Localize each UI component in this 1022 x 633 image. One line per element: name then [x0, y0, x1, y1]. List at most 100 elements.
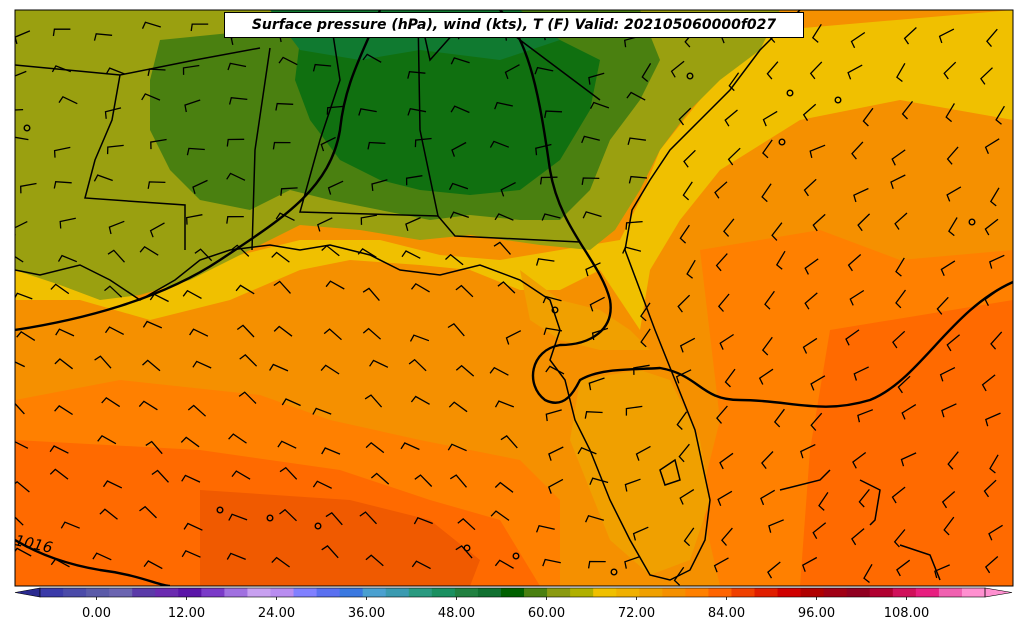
wind-barb	[401, 250, 421, 259]
wind-barb	[182, 289, 202, 299]
wind-barb	[760, 489, 776, 506]
wind-barb	[544, 110, 563, 119]
wind-barb	[986, 28, 998, 48]
wind-barb	[104, 285, 123, 298]
wind-barb	[545, 409, 562, 422]
calm-wind-circle	[778, 138, 786, 146]
wind-barb	[622, 246, 642, 254]
wind-barb	[281, 398, 301, 407]
map-title-box: Surface pressure (hPa), wind (kts), T (F…	[224, 12, 804, 38]
wind-barb	[542, 295, 562, 304]
wind-barb	[271, 556, 290, 568]
wind-barb	[142, 359, 161, 372]
wind-barb	[939, 367, 956, 382]
wind-barb	[989, 454, 999, 474]
wind-barb	[896, 559, 911, 577]
wind-barb	[625, 405, 643, 416]
wind-barb	[857, 213, 871, 232]
colorbar-tick-label: 96.00	[797, 606, 836, 621]
wind-barb	[362, 53, 382, 63]
wind-barb	[489, 366, 509, 376]
wind-barb	[683, 527, 695, 547]
coastline	[15, 10, 801, 581]
colorbar-segment	[155, 588, 179, 597]
wind-barb	[810, 375, 826, 391]
wind-barb	[147, 181, 166, 189]
wind-barb	[545, 365, 565, 375]
wind-barb	[500, 182, 516, 197]
colorbar-tick-label: 60.00	[527, 606, 566, 621]
wind-barb	[102, 480, 123, 489]
wind-barb	[108, 220, 125, 235]
wind-barb	[900, 452, 917, 467]
wind-barb	[589, 101, 610, 110]
wind-barb	[405, 175, 423, 186]
calm-wind-circle	[314, 522, 322, 530]
wind-barb	[141, 21, 161, 29]
wind-barb	[190, 23, 209, 32]
colorbar-tick-labels: 0.00 12.00 24.00 36.00 48.00 60.00 72.00 84.00 9…	[0, 606, 1022, 626]
colorbar-segment	[685, 588, 709, 597]
wind-barb	[15, 402, 25, 415]
wind-barb	[812, 213, 826, 232]
wind-barb	[941, 491, 956, 509]
wind-barb	[450, 105, 470, 114]
wind-barb	[581, 177, 600, 186]
map-frame	[14, 9, 1014, 587]
wind-barb	[633, 364, 650, 375]
coastline	[899, 544, 941, 581]
wind-barb	[414, 137, 432, 148]
wind-barb	[20, 182, 37, 194]
calm-circles	[23, 72, 976, 576]
wind-barb	[455, 545, 473, 559]
wind-barb	[985, 412, 1001, 427]
colorbar-segment	[431, 588, 456, 597]
coastline	[659, 458, 681, 486]
wind-barb	[766, 61, 779, 80]
wind-barb	[50, 558, 70, 568]
wind-barb	[141, 93, 161, 101]
wind-barb	[15, 221, 28, 236]
wind-barb	[321, 545, 339, 559]
wind-barb	[15, 255, 24, 263]
wind-barb	[670, 60, 685, 78]
wind-barb	[802, 337, 818, 354]
wind-barb	[818, 492, 829, 511]
wind-barb	[106, 144, 124, 155]
wind-barb	[897, 375, 911, 394]
wind-barb	[934, 564, 950, 579]
colorbar-segment	[40, 588, 64, 597]
wind-barb	[151, 469, 169, 483]
wind-barb	[455, 284, 474, 298]
wind-barb	[946, 334, 961, 352]
wind-barb	[321, 244, 340, 257]
wind-barb	[367, 141, 386, 150]
wind-barb	[227, 62, 247, 71]
wind-barb	[182, 64, 200, 75]
wind-barb	[99, 508, 118, 520]
wind-barb	[804, 258, 819, 275]
wind-barb	[494, 400, 515, 408]
calm-wind-circle	[216, 506, 224, 514]
wind-barb	[500, 435, 518, 449]
wind-barb	[187, 404, 207, 417]
wind-barb	[762, 139, 773, 159]
wind-barb	[52, 28, 71, 37]
wind-barb	[984, 138, 1000, 154]
wind-barb	[640, 328, 651, 348]
wind-barb	[895, 289, 907, 309]
wind-barb	[811, 23, 822, 43]
wind-barb	[312, 480, 332, 489]
wind-barb	[801, 556, 818, 572]
wind-barb	[863, 563, 873, 584]
wind-barb	[724, 109, 738, 127]
wind-barb	[143, 560, 163, 570]
wind-barb	[947, 451, 959, 470]
coastline	[859, 479, 881, 526]
wind-barb	[448, 182, 469, 190]
wind-barb	[589, 477, 609, 485]
wind-barb	[714, 181, 728, 199]
calm-wind-circle	[834, 96, 842, 104]
wind-barb	[273, 280, 291, 294]
